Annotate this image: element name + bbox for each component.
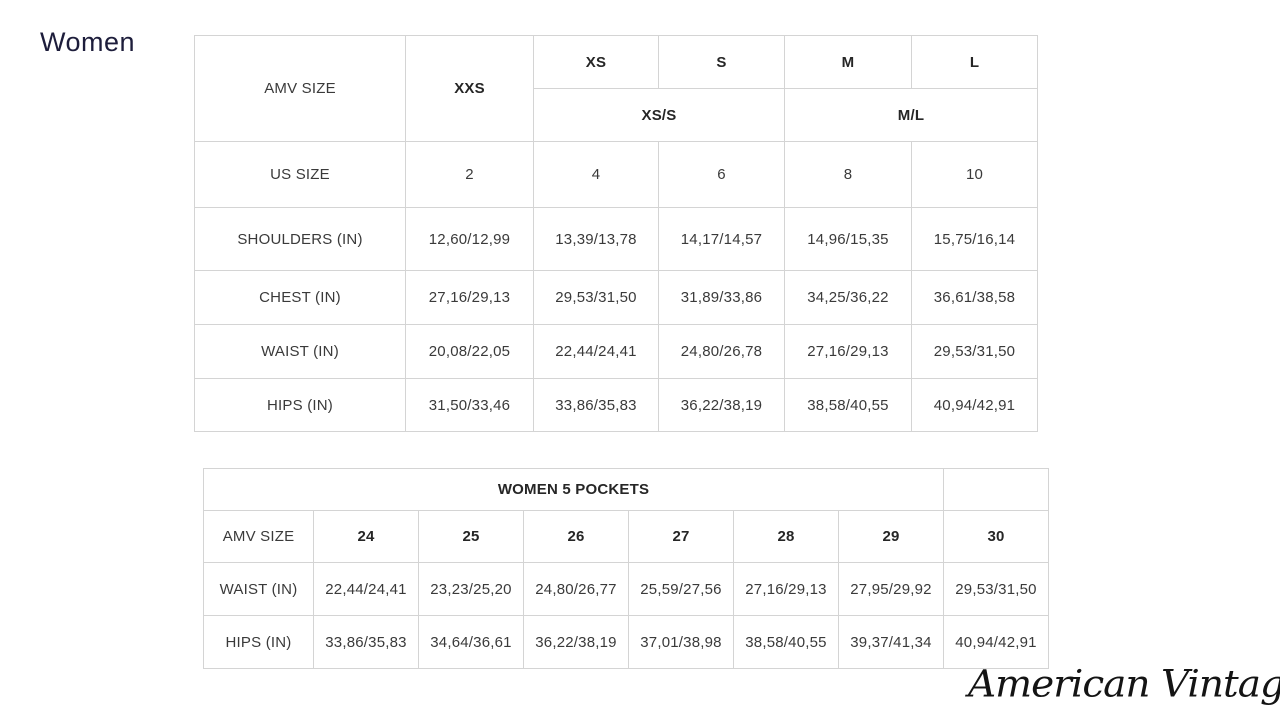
cell-value: 20,08/22,05: [405, 324, 534, 379]
cell-value: 27,16/29,13: [784, 324, 912, 379]
cell-value: 36,61/38,58: [911, 270, 1038, 325]
cell-value: 31,89/33,86: [658, 270, 785, 325]
cell-value: 27,95/29,92: [838, 562, 944, 616]
amv-size-corner-label: AMV SIZE: [194, 35, 406, 142]
women-5-pockets-table: WOMEN 5 POCKETS AMV SIZE 24 25 26 27 28 …: [203, 468, 1049, 669]
table-row: HIPS (IN) 31,50/33,46 33,86/35,83 36,22/…: [194, 378, 1038, 432]
page-title: Women: [40, 27, 136, 57]
cell-value: 24,80/26,78: [658, 324, 785, 379]
cell-value: 15,75/16,14: [911, 207, 1038, 271]
cell-value: 2: [405, 141, 534, 208]
table-row: WAIST (IN) 22,44/24,41 23,23/25,20 24,80…: [203, 562, 1049, 616]
cell-value: 27,16/29,13: [733, 562, 839, 616]
row-label-waist: WAIST (IN): [203, 562, 314, 616]
american-vintage-logo: American Vintage: [968, 663, 1280, 706]
cell-value: 29,53/31,50: [911, 324, 1038, 379]
cell-value: 27,16/29,13: [405, 270, 534, 325]
cell-value: 12,60/12,99: [405, 207, 534, 271]
row-label-waist: WAIST (IN): [194, 324, 406, 379]
cell-value: 29,53/31,50: [533, 270, 659, 325]
cell-value: 22,44/24,41: [313, 562, 419, 616]
cell-value: 29,53/31,50: [943, 562, 1049, 616]
cell-value: 39,37/41,34: [838, 615, 944, 669]
row-label-hips: HIPS (IN): [203, 615, 314, 669]
size-header-24: 24: [313, 510, 419, 563]
row-label-chest: CHEST (IN): [194, 270, 406, 325]
cell-value: 23,23/25,20: [418, 562, 524, 616]
size-header-25: 25: [418, 510, 524, 563]
size-header-m: M: [784, 35, 912, 89]
cell-value: 25,59/27,56: [628, 562, 734, 616]
cell-value: 38,58/40,55: [733, 615, 839, 669]
size-header-30: 30: [943, 510, 1049, 563]
row-label-amv-size: AMV SIZE: [203, 510, 314, 563]
cell-value: 40,94/42,91: [943, 615, 1049, 669]
cell-value: 36,22/38,19: [658, 378, 785, 432]
cell-value: 36,22/38,19: [523, 615, 629, 669]
size-header-xs: XS: [533, 35, 659, 89]
size-group-header-ml: M/L: [784, 88, 1038, 142]
cell-value: 8: [784, 141, 912, 208]
cell-value: 33,86/35,83: [313, 615, 419, 669]
cell-value: 14,96/15,35: [784, 207, 912, 271]
cell-value: 37,01/38,98: [628, 615, 734, 669]
row-label-shoulders: SHOULDERS (IN): [194, 207, 406, 271]
row-label-hips: HIPS (IN): [194, 378, 406, 432]
row-label-us-size: US SIZE: [194, 141, 406, 208]
cell-value: 34,64/36,61: [418, 615, 524, 669]
cell-value: 6: [658, 141, 785, 208]
women-size-table: AMV SIZE XXS XS S M L XS/S M/L US SIZE 2…: [194, 35, 1038, 432]
size-header-29: 29: [838, 510, 944, 563]
table-row: CHEST (IN) 27,16/29,13 29,53/31,50 31,89…: [194, 270, 1038, 325]
cell-value: 4: [533, 141, 659, 208]
size-header-28: 28: [733, 510, 839, 563]
cell-value: 24,80/26,77: [523, 562, 629, 616]
size-header-s: S: [658, 35, 785, 89]
table-row: AMV SIZE 24 25 26 27 28 29 30: [203, 510, 1049, 563]
cell-value: 34,25/36,22: [784, 270, 912, 325]
cell-value: 10: [911, 141, 1038, 208]
table-row: SHOULDERS (IN) 12,60/12,99 13,39/13,78 1…: [194, 207, 1038, 271]
cell-value: 22,44/24,41: [533, 324, 659, 379]
cell-value: 14,17/14,57: [658, 207, 785, 271]
size-header-27: 27: [628, 510, 734, 563]
cell-value: 40,94/42,91: [911, 378, 1038, 432]
cell-value: 31,50/33,46: [405, 378, 534, 432]
table-row: HIPS (IN) 33,86/35,83 34,64/36,61 36,22/…: [203, 615, 1049, 669]
size-header-l: L: [911, 35, 1038, 89]
empty-cell: [943, 468, 1049, 511]
table-row: AMV SIZE XXS XS S M L: [194, 35, 1038, 142]
pockets-table-title: WOMEN 5 POCKETS: [203, 468, 944, 511]
cell-value: 13,39/13,78: [533, 207, 659, 271]
table-row: WAIST (IN) 20,08/22,05 22,44/24,41 24,80…: [194, 324, 1038, 379]
table-row: US SIZE 2 4 6 8 10: [194, 141, 1038, 208]
size-group-header-xss: XS/S: [533, 88, 785, 142]
size-header-26: 26: [523, 510, 629, 563]
table-row: WOMEN 5 POCKETS: [203, 468, 1049, 511]
size-header-xxs: XXS: [405, 35, 534, 142]
cell-value: 38,58/40,55: [784, 378, 912, 432]
table-row: XS/S M/L: [195, 88, 1038, 142]
cell-value: 33,86/35,83: [533, 378, 659, 432]
